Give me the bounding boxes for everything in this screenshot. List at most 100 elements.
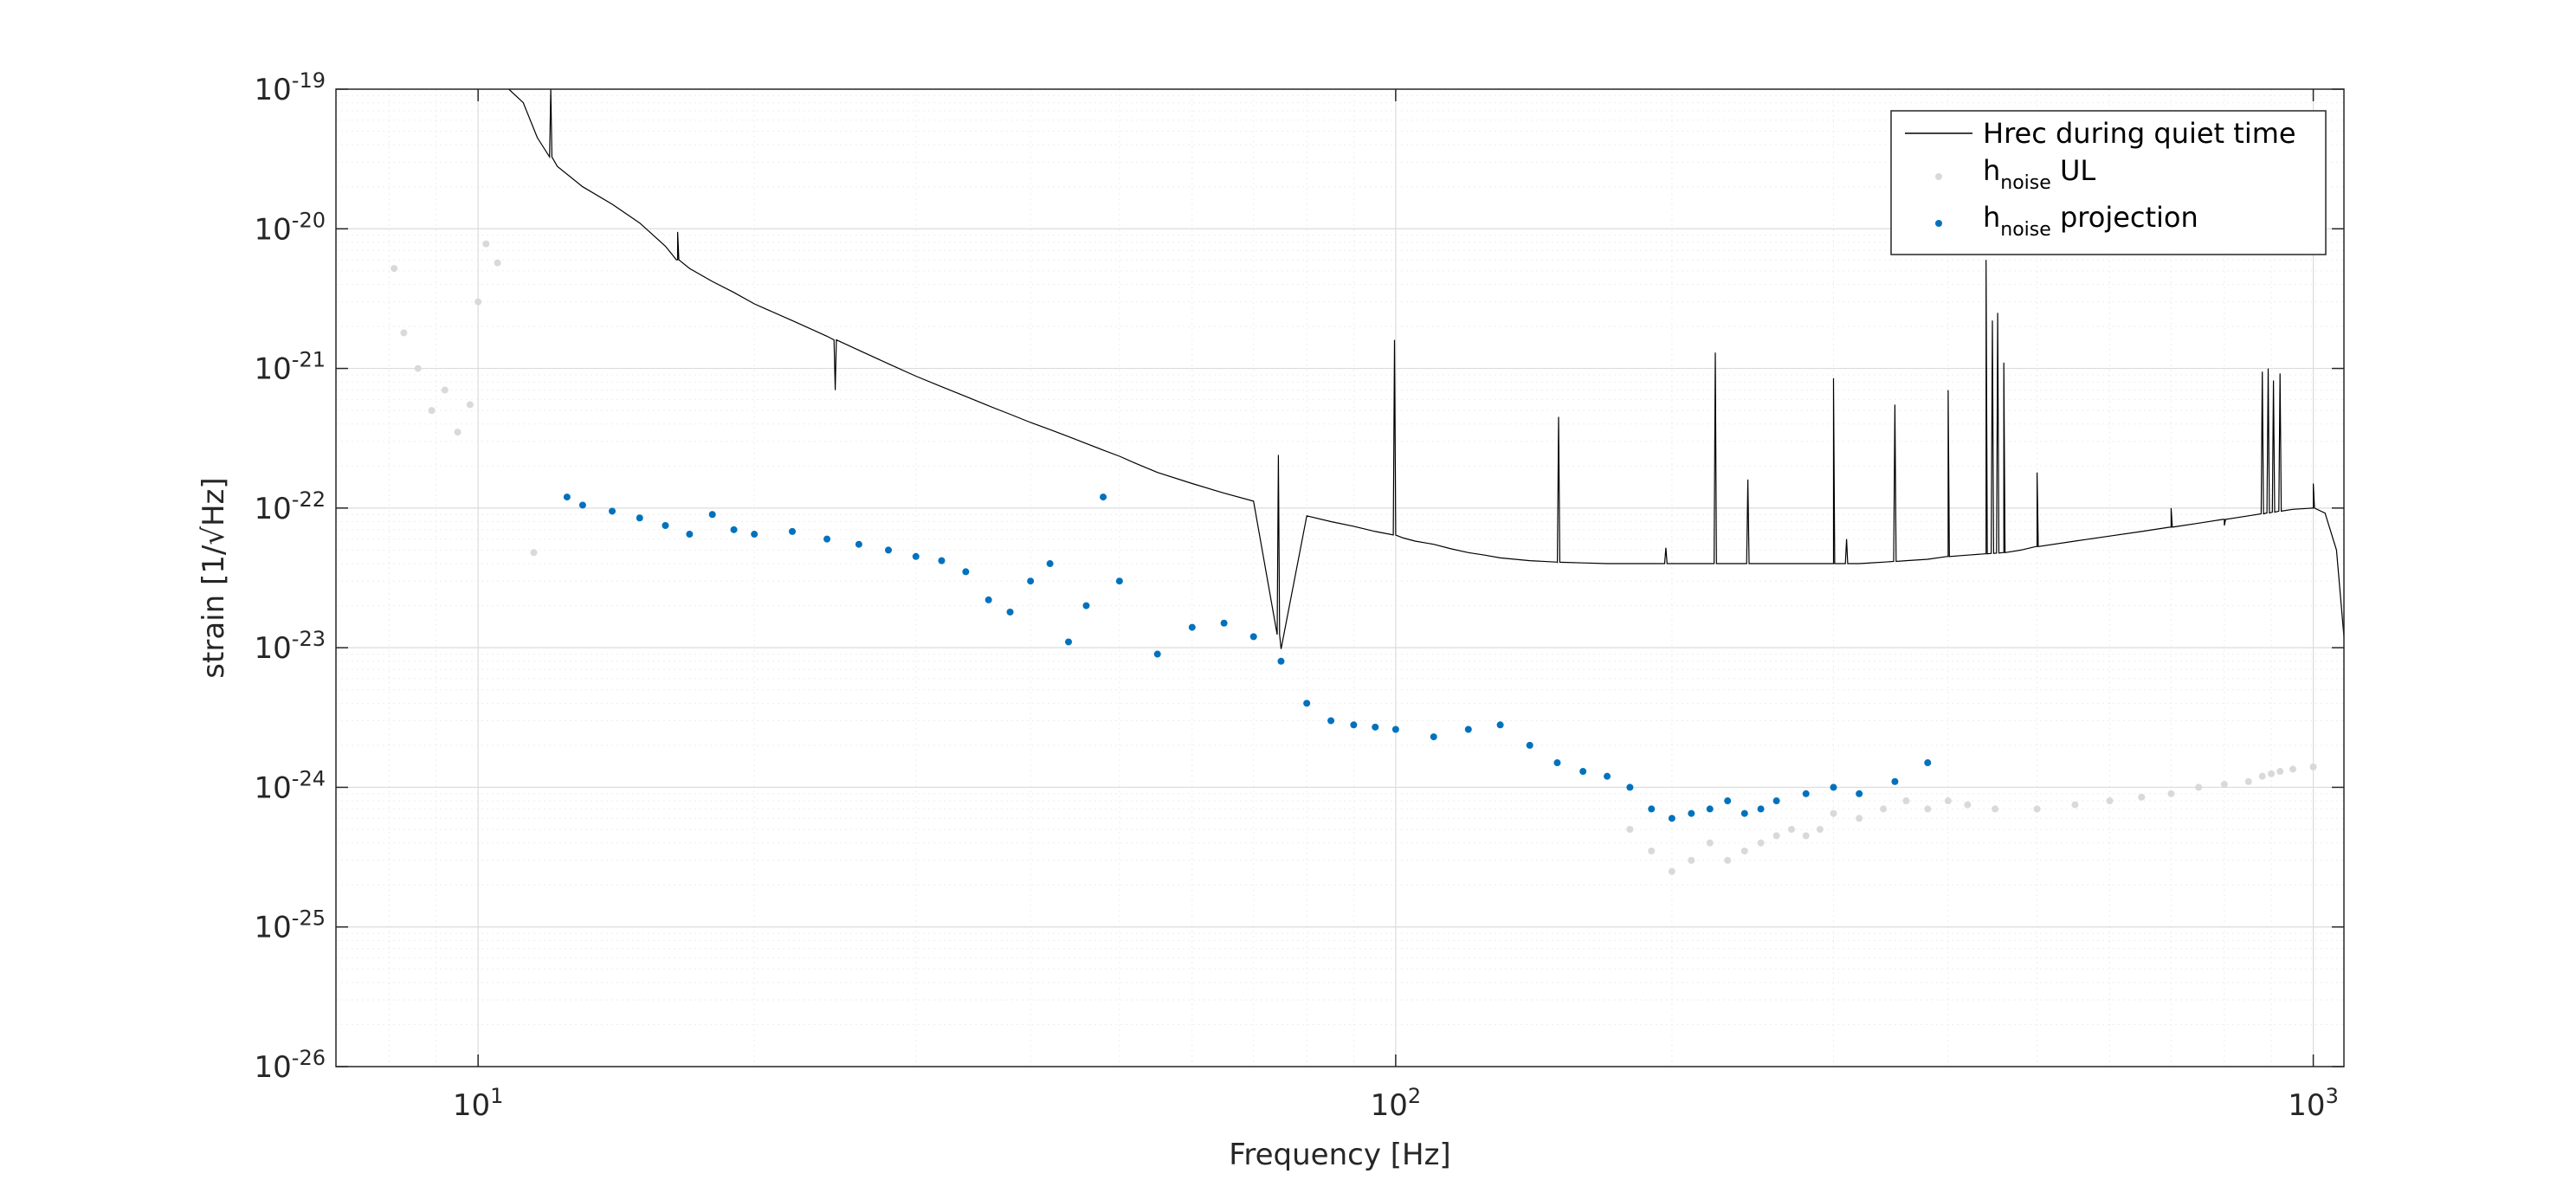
ul-point — [2289, 765, 2296, 773]
projection-point — [1115, 577, 1123, 585]
ul-point — [2106, 797, 2114, 805]
projection-point — [1372, 723, 1379, 731]
projection-point — [1430, 733, 1437, 741]
ul-point — [1772, 832, 1780, 840]
series-group — [391, 89, 2344, 875]
y-axis-label: strain [1/√Hz] — [197, 477, 231, 678]
ul-point — [1816, 825, 1824, 833]
projection-point — [1220, 619, 1228, 627]
projection-point — [1626, 784, 1634, 791]
projection-point — [1553, 759, 1561, 767]
ul-point — [530, 549, 538, 557]
legend-dot-projection — [1935, 220, 1942, 227]
ul-point — [2258, 772, 2266, 780]
ul-point — [414, 364, 422, 372]
projection-point — [1277, 657, 1285, 665]
ul-point — [2220, 781, 2228, 789]
ul-point — [2033, 805, 2041, 813]
projection-point — [855, 540, 862, 548]
ul-point — [2244, 777, 2252, 785]
projection-point — [662, 522, 669, 530]
ul-point — [2268, 770, 2276, 777]
projection-point — [789, 527, 797, 535]
projection-point — [609, 507, 617, 515]
projection-point — [1830, 784, 1837, 791]
ul-point — [1757, 839, 1765, 847]
projection-point — [938, 557, 946, 564]
projection-point — [1153, 650, 1161, 658]
ul-point — [2071, 801, 2079, 809]
ul-point — [1964, 801, 1972, 809]
legend-label-hrec: Hrec during quiet time — [1983, 117, 2296, 150]
projection-point — [1757, 805, 1765, 813]
projection-point — [885, 546, 893, 554]
y-tick-label: 10-19 — [255, 68, 326, 107]
projection-point — [1391, 725, 1399, 733]
ul-point — [1706, 839, 1714, 847]
ul-point — [2138, 793, 2146, 801]
ul-point — [1648, 847, 1656, 854]
projection-point — [563, 493, 571, 501]
ul-point — [1668, 867, 1675, 875]
ul-point — [1992, 805, 1999, 813]
ul-point — [494, 259, 501, 267]
ul-point — [1724, 856, 1732, 864]
projection-point — [1668, 815, 1675, 822]
projection-point — [823, 535, 831, 543]
y-tick-label: 10-23 — [255, 627, 326, 666]
ul-point — [1924, 805, 1932, 813]
projection-point — [1082, 602, 1090, 609]
ul-point — [1802, 832, 1810, 840]
projection-point — [912, 552, 920, 560]
projection-point — [1802, 790, 1810, 797]
projection-point — [1065, 638, 1073, 646]
projection-point — [636, 514, 643, 522]
ul-point — [1830, 809, 1837, 817]
projection-point — [1350, 721, 1358, 729]
ul-point — [454, 429, 462, 436]
projection-point — [730, 526, 738, 533]
ul-point — [441, 386, 449, 394]
ul-point — [2309, 763, 2317, 771]
y-tick-label: 10-22 — [255, 487, 326, 526]
projection-point — [1496, 721, 1504, 729]
ul-point — [391, 265, 398, 273]
ul-point — [2167, 790, 2175, 797]
ul-point — [1626, 825, 1634, 833]
plot-area — [391, 89, 2344, 875]
projection-point — [578, 501, 586, 509]
ul-point — [1880, 805, 1888, 813]
projection-point — [1006, 608, 1014, 616]
y-tick-label: 10-26 — [255, 1046, 326, 1085]
projection-point — [1464, 725, 1472, 733]
ul-point — [1902, 797, 1910, 805]
projection-point — [1891, 777, 1899, 785]
ul-point — [1787, 825, 1795, 833]
y-tick-label: 10-20 — [255, 208, 326, 247]
ul-point — [2195, 784, 2203, 791]
ul-point — [482, 240, 490, 248]
projection-point — [1772, 797, 1780, 805]
ul-point — [1856, 815, 1863, 822]
ul-point — [466, 401, 474, 409]
ul-point — [1688, 856, 1695, 864]
projection-point — [1327, 717, 1335, 725]
projection-point — [985, 596, 992, 603]
projection-point — [1579, 768, 1587, 776]
projection-point — [1526, 741, 1533, 749]
ul-point — [2276, 768, 2284, 776]
axes-frame — [335, 88, 2345, 1067]
projection-point — [1249, 633, 1257, 641]
ul-point — [400, 329, 408, 337]
projection-point — [1303, 700, 1311, 707]
hrec-line — [508, 89, 2344, 649]
axis-ticks: 101 102 10310-1910-2010-2110-2210-2310-241… — [255, 68, 2344, 1123]
x-axis-label: Frequency [Hz] — [1229, 1138, 1450, 1172]
projection-point — [1856, 790, 1863, 797]
projection-point — [1188, 623, 1196, 631]
projection-point — [1648, 805, 1656, 813]
ul-point — [428, 407, 436, 415]
projection-point — [1688, 809, 1695, 817]
projection-point — [1046, 560, 1054, 568]
projection-point — [1924, 759, 1932, 767]
